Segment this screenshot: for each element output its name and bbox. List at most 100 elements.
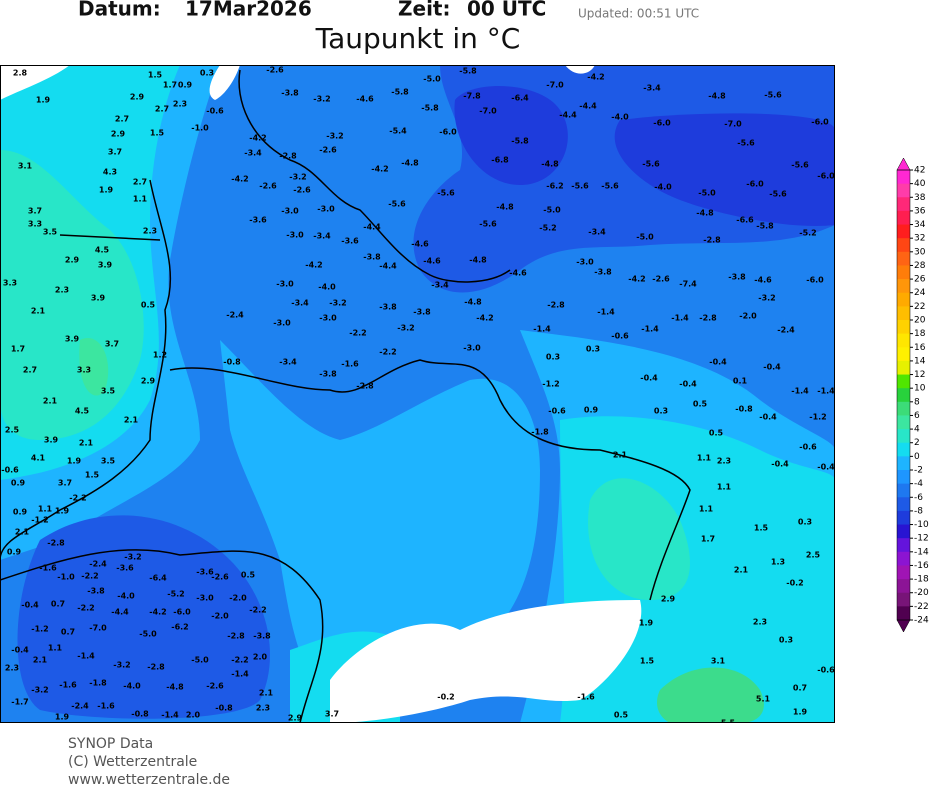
station-value: 2.8 [13,69,28,78]
legend-swatch [897,306,910,321]
station-value: -5.2 [799,229,817,238]
legend-swatch [897,483,910,498]
legend-tick-label: 8 [914,397,920,407]
station-value: -6.4 [149,574,167,583]
station-value: -4.2 [476,314,494,323]
station-value: 0.9 [11,479,26,488]
legend-swatch [897,347,910,362]
station-value: -0.6 [817,666,835,675]
station-value: 2.1 [43,397,58,406]
footer-line: SYNOP Data [68,736,153,752]
station-value: 1.9 [99,186,114,195]
legend-tick-label: 20 [914,316,926,326]
legend-tick-label: 14 [914,356,926,366]
legend-swatch [897,388,910,403]
station-value: -3.4 [291,299,309,308]
station-value: -2.8 [699,314,717,323]
station-value: -1.4 [231,670,249,679]
station-value: 1.1 [38,505,53,514]
sea [565,65,595,74]
station-value: -5.0 [698,189,716,198]
legend-tick-label: 40 [914,179,926,189]
station-value: -1.4 [671,314,689,323]
station-value: 2.1 [259,689,274,698]
station-value: -2.8 [147,663,165,672]
station-value: 2.3 [717,457,731,466]
map: 2.8 1.5 0.31.9 2.91.7 0.92.72.32.7-0.62.9 1.5… [0,65,835,723]
station-value: 2.7 [155,105,169,114]
station-value: -3.8 [253,632,271,641]
station-value: -3.0 [276,280,294,289]
station-value: -5.0 [423,75,441,84]
station-value: -1.4 [597,308,615,317]
station-value: -4.4 [111,608,129,617]
station-value: -4.2 [305,261,323,270]
station-value: -4.0 [318,283,336,292]
field [220,340,540,700]
date-label: Datum: [78,0,161,21]
station-value: -0.4 [817,463,835,472]
station-value: 1.9 [55,713,70,722]
station-value: -0.4 [759,413,777,422]
station-value: 0.7 [793,684,807,693]
station-value: -4.0 [123,682,141,691]
legend-tick-label: -24 [914,616,929,626]
station-value: 2.3 [55,286,69,295]
station-value: -1.4 [77,652,95,661]
legend-swatch [897,415,910,430]
station-value: 1.5 [85,471,100,480]
station-value: -1.7 [11,698,29,707]
station-value: -3.8 [413,308,431,317]
legend-swatch [897,197,910,212]
legend: 424038363432302826242220181614121086420-… [896,157,929,633]
station-value: -7.0 [479,107,497,116]
station-value: 3.3 [77,366,91,375]
station-value: -2.4 [226,311,244,320]
station-value: -2.6 [259,182,277,191]
legend-tick-label: -20 [914,588,929,598]
station-value: -5.6 [571,182,589,191]
station-value: -2.2 [249,606,267,615]
station-value: -4.6 [356,95,374,104]
station-value: 3.7 [108,148,122,157]
station-value: 0.5 [709,429,724,438]
station-value: 2.1 [15,528,30,537]
legend-tick-label: -12 [914,534,929,544]
station-value: -2.6 [293,186,311,195]
station-value: -3.8 [87,587,105,596]
field [657,667,764,723]
station-value: -4.0 [117,592,135,601]
legend-swatch [897,224,910,239]
station-value: 1.9 [793,708,808,717]
station-value: 0.9 [178,81,193,90]
station-value: -3.6 [116,564,134,573]
station-value: 3.9 [44,436,59,445]
station-value: -5.6 [437,189,455,198]
legend-swatch [897,183,910,198]
station-value: -3.4 [431,281,449,290]
station-value: 0.3 [779,636,793,645]
date: 17Mar2026 [185,0,312,21]
station-value: -3.8 [594,268,612,277]
station-value: 1.1 [133,195,148,204]
legend-swatch [897,497,910,512]
station-value: -1.2 [31,625,49,634]
station-value: -2.8 [356,382,374,391]
station-value: 2.3 [173,100,187,109]
station-value: -5.0 [543,206,561,215]
station-value: -0.6 [206,107,224,116]
legend-tick-label: 6 [914,411,920,421]
legend-swatch [897,265,910,280]
station-value: -1.6 [341,360,359,369]
station-value: -5.8 [421,104,439,113]
legend-arrow [896,619,911,633]
station-value: 0.9 [13,508,28,517]
station-value: -3.4 [244,149,262,158]
station-value: -5.0 [636,233,654,242]
station-value: 1.7 [11,345,25,354]
station-value: -7.0 [89,624,107,633]
station-value: 0.7 [61,628,75,637]
station-value: -3.2 [329,299,347,308]
station-value: 0.9 [584,406,599,415]
